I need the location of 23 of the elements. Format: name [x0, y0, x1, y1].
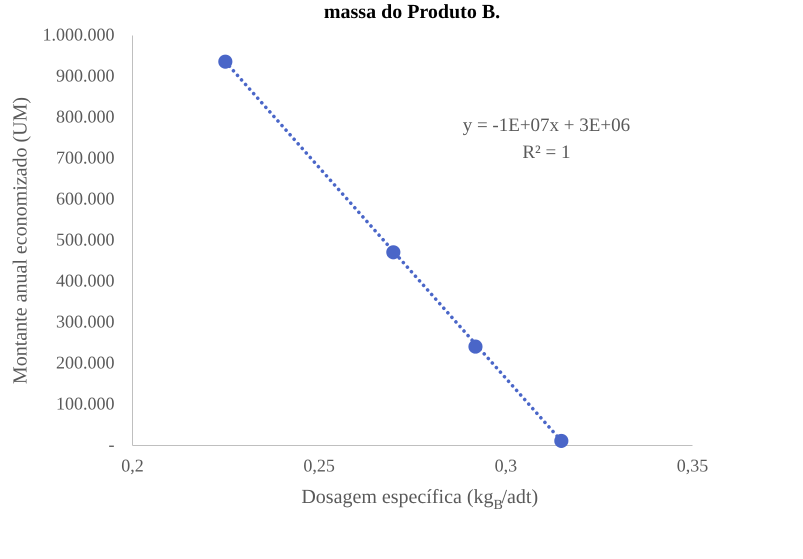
y-tick-label: 600.000 [56, 188, 114, 208]
point [386, 245, 400, 260]
y-tick-label: 300.000 [56, 312, 114, 332]
chart-title: massa do Produto B. [324, 1, 500, 23]
annotation: y = -1E+07x + 3E+06 [462, 115, 630, 136]
y-axis-title: Montante anual economizado (UM) [10, 96, 32, 384]
annotation: R² = 1 [522, 142, 570, 164]
x-tick-label: 0,25 [303, 456, 335, 476]
y-tick-label: 800.000 [56, 106, 114, 126]
y-tick-label: 100.000 [56, 394, 114, 414]
y-tick-label: 700.000 [56, 148, 114, 168]
x-tick-label: 0,3 [494, 456, 518, 476]
y-tick-label: 400.000 [56, 270, 114, 290]
x-tick-label: 0,35 [676, 456, 708, 476]
point [554, 434, 568, 448]
point [468, 340, 483, 354]
y-tick-label: 200.000 [56, 352, 114, 372]
y-tick-label: - [108, 434, 114, 454]
y-tick-label: 1.000.000 [42, 24, 114, 44]
x-tick-label: 0,2 [121, 456, 144, 476]
point [218, 54, 232, 69]
y-tick-label: 500.000 [56, 230, 114, 250]
y-tick-label: 900.000 [56, 66, 114, 86]
